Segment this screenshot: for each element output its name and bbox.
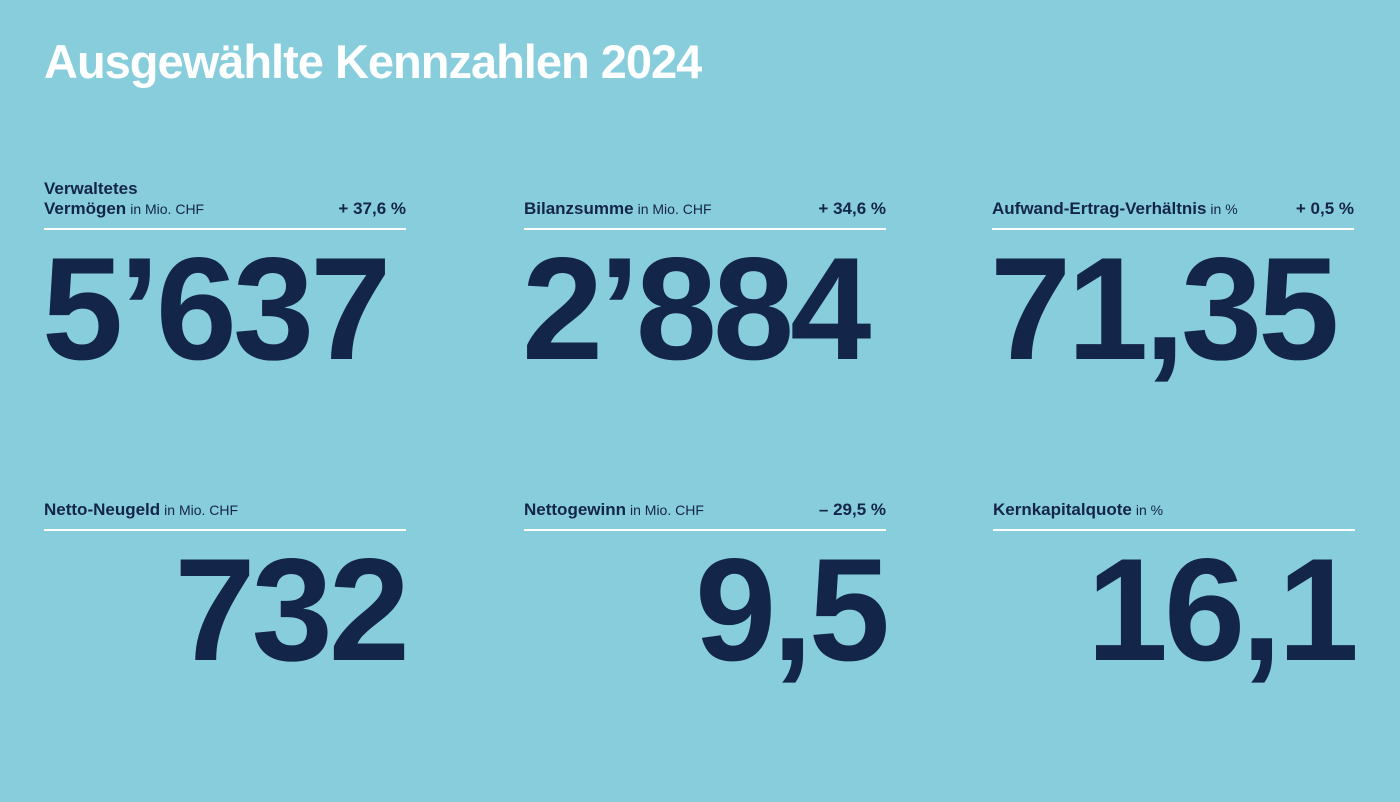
kpi-label-text: Bilanzsumme [524,199,634,218]
kpi-value: 732 [174,528,410,691]
kpi-value: 9,5 [695,528,890,691]
kpi-netto-neugeld: Netto-Neugeld in Mio. CHF 732 [44,481,410,691]
kpi-label-text: Aufwand-Ertrag-Verhältnis [992,199,1207,218]
kpi-unit: in Mio. CHF [637,201,712,217]
kpi-unit: in Mio. CHF [630,502,704,518]
kpi-value: 5’637 [42,227,391,390]
kpi-value: 71,35 [990,227,1339,390]
kpi-unit: in % [1210,201,1238,217]
kpi-label: Aufwand-Ertrag-Verhältnis in % [992,199,1238,219]
kpi-kernkapitalquote: Kernkapitalquote in % 16,1 [993,481,1359,691]
kpi-change: + 34,6 % [818,199,886,218]
kpi-label: Bilanzsumme in Mio. CHF [524,199,712,219]
kpi-change: – 29,5 % [818,500,886,519]
kpi-label: Nettogewinn in Mio. CHF [524,500,704,520]
kpi-unit: in Mio. CHF [130,201,205,217]
page-title: Ausgewählte Kennzahlen 2024 [44,35,702,88]
kpi-label-text: Netto-Neugeld [44,500,161,519]
kpi-header: Aufwand-Ertrag-Verhältnis in % + 0,5 % [992,180,1354,230]
kpi-header: Netto-Neugeld in Mio. CHF [44,481,406,531]
kpi-verwaltetes-vermoegen: Verwaltetes Vermögen in Mio. CHF + 37,6 %… [42,179,406,390]
kpi-label-text: Kernkapitalquote [993,500,1132,519]
kpi-unit: in % [1135,502,1164,518]
kpi-header: Verwaltetes Vermögen in Mio. CHF + 37,6 % [44,179,406,230]
kpi-header: Kernkapitalquote in % [993,481,1355,531]
kpi-change: + 37,6 % [338,199,406,218]
kpi-change: + 0,5 % [1295,199,1354,218]
kpi-bilanzsumme: Bilanzsumme in Mio. CHF + 34,6 % 2’884 [522,180,886,390]
kpi-label: Kernkapitalquote in % [993,500,1163,520]
kpi-header: Bilanzsumme in Mio. CHF + 34,6 % [524,180,886,230]
kpi-label: Netto-Neugeld in Mio. CHF [44,500,238,520]
kpi-value: 2’884 [522,227,871,390]
kpi-label-line2: Vermögen [44,199,127,218]
kpi-unit: in Mio. CHF [164,502,239,518]
kpi-label-line1: Verwaltetes [44,179,138,198]
kpi-label-text: Nettogewinn [524,500,626,519]
kpi-aufwand-ertrag-verhaeltnis: Aufwand-Ertrag-Verhältnis in % + 0,5 % 71… [990,180,1354,390]
kpi-header: Nettogewinn in Mio. CHF – 29,5 % [524,481,886,531]
kpi-label: Verwaltetes Vermögen in Mio. CHF [44,179,204,219]
kpi-nettogewinn: Nettogewinn in Mio. CHF – 29,5 % 9,5 [524,481,890,691]
kpi-value: 16,1 [1086,528,1359,691]
